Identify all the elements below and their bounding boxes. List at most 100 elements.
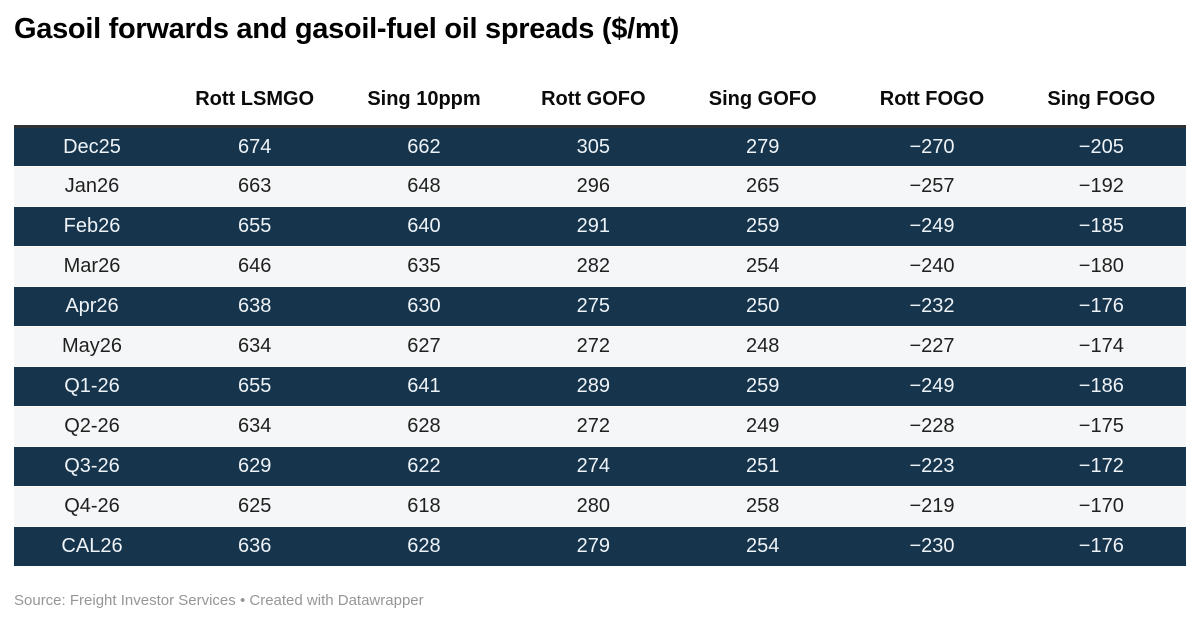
source-name: Freight Investor Services bbox=[69, 592, 236, 609]
table-cell: −219 bbox=[909, 495, 955, 517]
table-cell: 279 bbox=[576, 535, 610, 557]
row-label: Q1-26 bbox=[64, 375, 120, 397]
table-cell: 248 bbox=[745, 335, 780, 357]
table-cell: −172 bbox=[1078, 455, 1124, 477]
table-cell: 663 bbox=[237, 175, 272, 197]
table-cell: 272 bbox=[576, 415, 610, 437]
table-cell: 674 bbox=[237, 135, 272, 158]
table-cell: −223 bbox=[909, 455, 955, 477]
column-header-sing-gofo: Sing GOFO bbox=[708, 88, 817, 110]
column-header-sing-10ppm: Sing 10ppm bbox=[367, 88, 481, 110]
source-line: Source: Freight Investor Services • Crea… bbox=[14, 591, 1186, 611]
table-cell: 630 bbox=[407, 295, 441, 317]
attribution: Created with Datawrapper bbox=[249, 592, 424, 609]
table-row: Q1-26 655 641 289 259 −249 −186 bbox=[14, 366, 1186, 407]
table-cell: 291 bbox=[576, 215, 610, 237]
table-cell: 640 bbox=[407, 215, 441, 237]
table-cell: 628 bbox=[407, 535, 441, 557]
table-row: Dec25 674 662 305 279 −270 −205 bbox=[14, 126, 1186, 167]
table-cell: 638 bbox=[237, 295, 272, 317]
table-cell: −249 bbox=[909, 215, 955, 237]
table-cell: −232 bbox=[909, 295, 955, 317]
table-row: Jan26 663 648 296 265 −257 −192 bbox=[14, 166, 1186, 207]
table-cell: 646 bbox=[237, 255, 272, 277]
table-row: Apr26 638 630 275 250 −232 −176 bbox=[14, 286, 1186, 327]
table-cell: −176 bbox=[1078, 295, 1124, 317]
table-cell: 628 bbox=[407, 415, 441, 437]
gasoil-forwards-table: Rott LSMGO Sing 10ppm Rott GOFO Sing GOF… bbox=[14, 87, 1186, 567]
table-cell: −205 bbox=[1078, 135, 1124, 158]
row-label: Dec25 bbox=[63, 135, 121, 158]
table-cell: −192 bbox=[1078, 175, 1124, 197]
row-label: Apr26 bbox=[65, 295, 119, 317]
table-cell: −175 bbox=[1078, 415, 1124, 437]
table-cell: −185 bbox=[1078, 215, 1124, 237]
table-cell: 265 bbox=[745, 175, 780, 197]
table-cell: 634 bbox=[237, 335, 272, 357]
table-cell: 655 bbox=[237, 375, 272, 397]
table-cell: 250 bbox=[745, 295, 780, 317]
table-row: Feb26 655 640 291 259 −249 −185 bbox=[14, 206, 1186, 247]
table-row: Q2-26 634 628 272 249 −228 −175 bbox=[14, 406, 1186, 447]
column-header-rott-fogo: Rott FOGO bbox=[879, 88, 985, 110]
table-cell: 275 bbox=[576, 295, 610, 317]
table-cell: 618 bbox=[407, 495, 441, 517]
table-cell: −228 bbox=[909, 415, 955, 437]
table-header: Rott LSMGO Sing 10ppm Rott GOFO Sing GOF… bbox=[14, 87, 1186, 127]
table-row: Mar26 646 635 282 254 −240 −180 bbox=[14, 246, 1186, 287]
table-cell: −249 bbox=[909, 375, 955, 397]
table-cell: 280 bbox=[576, 495, 610, 517]
table-cell: 636 bbox=[237, 535, 272, 557]
table-cell: 282 bbox=[576, 255, 610, 277]
table-row: May26 634 627 272 248 −227 −174 bbox=[14, 326, 1186, 367]
table-cell: 259 bbox=[745, 375, 780, 397]
table-cell: 625 bbox=[237, 495, 272, 517]
row-label: CAL26 bbox=[61, 535, 123, 557]
table-cell: 272 bbox=[576, 335, 610, 357]
table-cell: −240 bbox=[909, 255, 955, 277]
table-cell: 634 bbox=[237, 415, 272, 437]
table-cell: −180 bbox=[1078, 255, 1124, 277]
row-label: Q2-26 bbox=[64, 415, 120, 437]
table-cell: −227 bbox=[909, 335, 955, 357]
table-row: Q3-26 629 622 274 251 −223 −172 bbox=[14, 446, 1186, 487]
table-cell: −176 bbox=[1078, 535, 1124, 557]
table-cell: 648 bbox=[407, 175, 441, 197]
table-cell: 662 bbox=[407, 135, 441, 158]
table-body: Dec25 674 662 305 279 −270 −205 Jan26 663 648 296 2… bbox=[14, 126, 1186, 567]
row-label: Jan26 bbox=[64, 175, 120, 197]
table-cell: 251 bbox=[745, 455, 780, 477]
column-header-rott-lsmgo: Rott LSMGO bbox=[195, 88, 315, 110]
corner-header bbox=[14, 87, 170, 127]
table-cell: 305 bbox=[576, 135, 610, 158]
row-label: Mar26 bbox=[63, 255, 121, 277]
chart-title: Gasoil forwards and gasoil-fuel oil spre… bbox=[14, 13, 680, 45]
column-header-rott-gofo: Rott GOFO bbox=[541, 88, 646, 110]
table-cell: 622 bbox=[407, 455, 441, 477]
table-cell: 254 bbox=[745, 535, 780, 557]
table-cell: 641 bbox=[407, 375, 441, 397]
table-cell: −270 bbox=[909, 135, 955, 158]
table-cell: −230 bbox=[909, 535, 955, 557]
table-cell: 655 bbox=[237, 215, 272, 237]
table-cell: 259 bbox=[745, 215, 780, 237]
table-cell: −186 bbox=[1078, 375, 1124, 397]
table-cell: 289 bbox=[576, 375, 610, 397]
table-cell: 254 bbox=[745, 255, 780, 277]
table-cell: −170 bbox=[1078, 495, 1124, 517]
column-header-sing-fogo: Sing FOGO bbox=[1047, 88, 1156, 110]
table-row: CAL26 636 628 279 254 −230 −176 bbox=[14, 526, 1186, 567]
row-label: May26 bbox=[61, 335, 123, 357]
source-label: Source: bbox=[14, 592, 70, 609]
table-cell: 627 bbox=[407, 335, 441, 357]
table-cell: 279 bbox=[745, 135, 780, 158]
table-cell: −257 bbox=[909, 175, 955, 197]
table-row: Q4-26 625 618 280 258 −219 −170 bbox=[14, 486, 1186, 527]
table-cell: 296 bbox=[576, 175, 610, 197]
footer-separator: • bbox=[235, 592, 250, 609]
chart-container: Gasoil forwards and gasoil-fuel oil spre… bbox=[0, 11, 1200, 639]
table-cell: 258 bbox=[745, 495, 780, 517]
table-cell: 629 bbox=[237, 455, 272, 477]
header-row: Rott LSMGO Sing 10ppm Rott GOFO Sing GOF… bbox=[14, 87, 1186, 127]
row-label: Feb26 bbox=[63, 215, 121, 237]
